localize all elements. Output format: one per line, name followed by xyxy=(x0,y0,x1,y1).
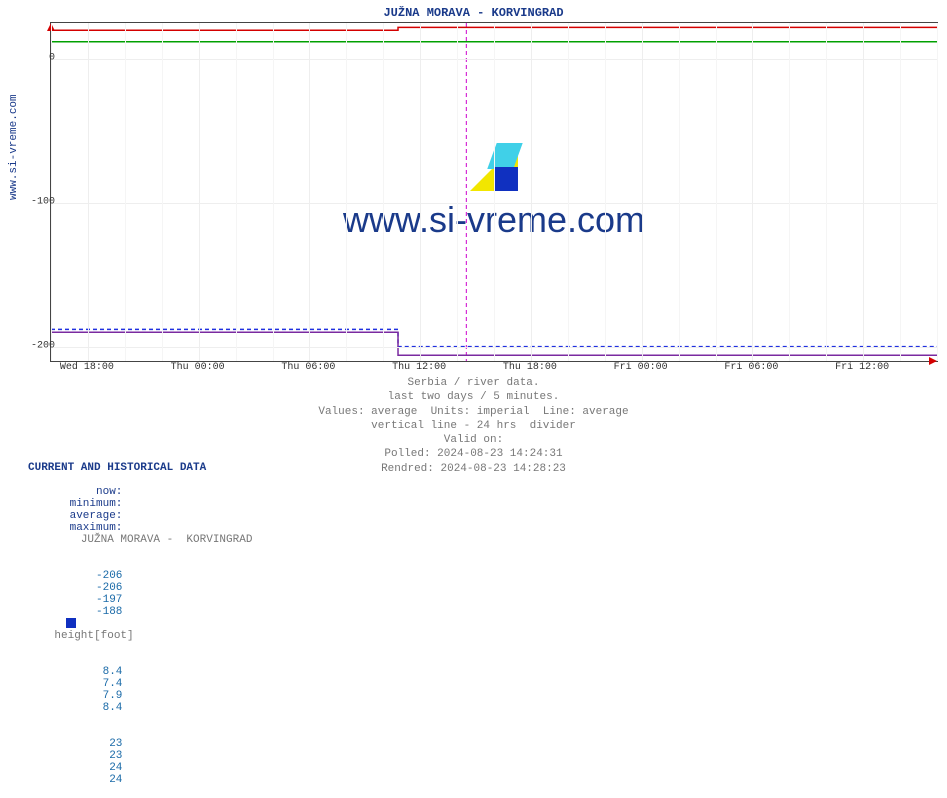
x-tick-label: Fri 12:00 xyxy=(835,362,889,373)
x-tick-label: Thu 06:00 xyxy=(281,362,335,373)
meta-l2: last two days / 5 minutes. xyxy=(0,390,947,404)
col-avg: average: xyxy=(54,510,122,522)
meta-l6: Polled: 2024-08-23 14:24:31 xyxy=(0,447,947,461)
meta-l4: vertical line - 24 hrs divider xyxy=(0,419,947,433)
legend-swatch xyxy=(66,618,76,628)
table-row: 8.4 7.4 7.9 8.4 xyxy=(28,654,252,726)
plot-area: www.si-vreme.com xyxy=(50,22,938,362)
x-tick-label: Wed 18:00 xyxy=(60,362,114,373)
legend-label: height[foot] xyxy=(54,630,133,642)
table-row: 23 23 24 24 xyxy=(28,726,252,798)
cell: 24 xyxy=(54,762,122,774)
cell: 7.9 xyxy=(54,690,122,702)
chart-title: JUŽNA MORAVA - KORVINGRAD xyxy=(0,6,947,20)
cell: -197 xyxy=(54,594,122,606)
x-tick-label: Fri 00:00 xyxy=(614,362,668,373)
data-table: CURRENT AND HISTORICAL DATA now: minimum… xyxy=(28,462,252,798)
table-header-row: now: minimum: average: maximum: JUŽNA MO… xyxy=(28,474,252,558)
x-tick-label: Thu 12:00 xyxy=(392,362,446,373)
y-tick-label: -100 xyxy=(31,196,55,207)
y-tick-label: 0 xyxy=(49,52,55,63)
table-row: -206 -206 -197 -188 height[foot] xyxy=(28,558,252,654)
meta-l1: Serbia / river data. xyxy=(0,376,947,390)
x-tick-label: Fri 06:00 xyxy=(724,362,778,373)
meta-l5: Valid on: xyxy=(0,433,947,447)
meta-l3: Values: average Units: imperial Line: av… xyxy=(0,405,947,419)
col-now: now: xyxy=(54,486,122,498)
cell: 23 xyxy=(54,738,122,750)
cell: 23 xyxy=(54,750,122,762)
cell: 8.4 xyxy=(54,666,122,678)
x-tick-label: Thu 18:00 xyxy=(503,362,557,373)
x-tick-label: Thu 00:00 xyxy=(171,362,225,373)
table-title: CURRENT AND HISTORICAL DATA xyxy=(28,462,252,474)
cell: 8.4 xyxy=(54,702,122,714)
cell: -188 xyxy=(54,606,122,618)
side-url: www.si-vreme.com xyxy=(8,94,20,200)
cell: 24 xyxy=(54,774,122,786)
cell: -206 xyxy=(54,582,122,594)
cell: -206 xyxy=(54,570,122,582)
y-tick-label: -200 xyxy=(31,340,55,351)
cell: 7.4 xyxy=(54,678,122,690)
col-min: minimum: xyxy=(54,498,122,510)
col-max: maximum: xyxy=(54,522,122,534)
